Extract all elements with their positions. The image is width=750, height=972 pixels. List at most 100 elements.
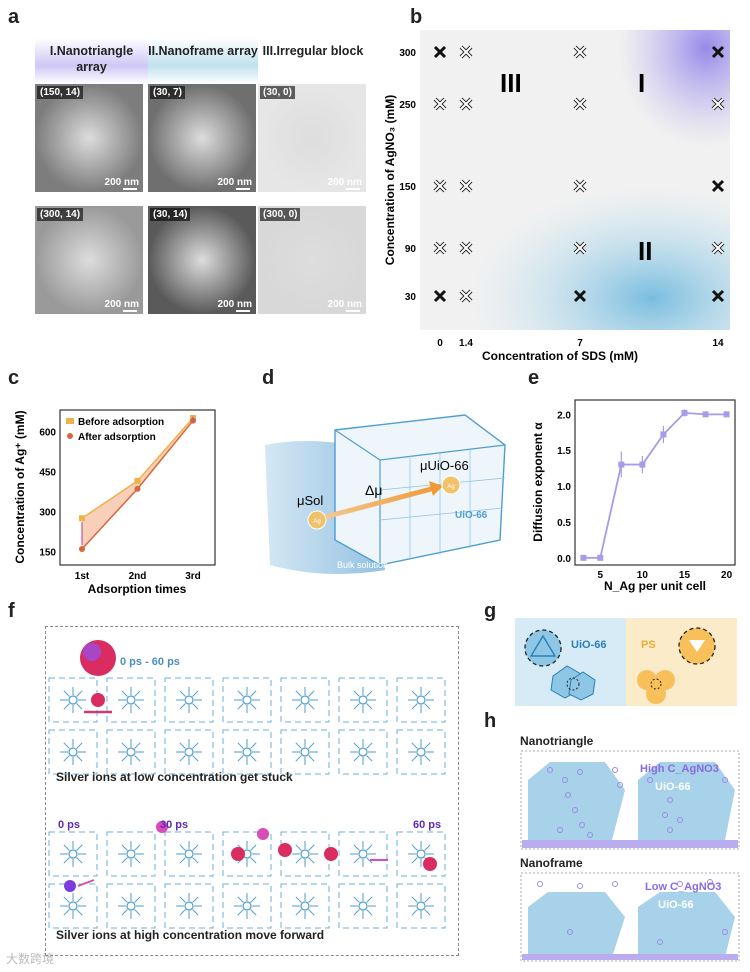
- mof-unit-cell: [338, 831, 388, 877]
- b-y-tick: 30: [405, 292, 417, 303]
- bulk-solution-label: Bulk solution: [337, 560, 388, 570]
- b-x-axis-label: Concentration of SDS (mM): [482, 349, 638, 363]
- mof-unit-cell: [396, 677, 446, 723]
- delta-mu-arrowhead: [429, 481, 443, 496]
- b-marker-open: [433, 97, 447, 111]
- uio66-label-h-top: UiO-66: [655, 781, 690, 793]
- caption-low-concentration: Silver ions at low concentration get stu…: [56, 770, 293, 784]
- phase-diagram: III I II 0 1.4 7 14 300 250 150 90 30 Concentrat…: [383, 30, 730, 363]
- panel-letter-a: a: [8, 6, 20, 28]
- e-y-tick: 1.0: [557, 482, 571, 493]
- scale-bar-label: 200 nm: [327, 177, 362, 188]
- uio66-crystal-right-top: [638, 762, 735, 840]
- e-y-tick: 0.0: [557, 554, 571, 565]
- lattice-bottom: [48, 831, 446, 929]
- b-marker-open: [433, 179, 447, 193]
- scale-bar: [346, 310, 360, 312]
- ag-ion-dot: [667, 797, 673, 803]
- sem-image-1: (150, 14) 200 nm: [35, 84, 143, 192]
- mof-unit-cell: [106, 883, 156, 929]
- mof-unit-cell: [396, 883, 446, 929]
- b-marker-open: [459, 289, 473, 303]
- ps-label: PS: [641, 639, 656, 651]
- e-y-tick: 2.0: [557, 410, 571, 421]
- uio66-triangle-icon: [529, 634, 557, 657]
- sem-image-4: (300, 14) 200 nm: [35, 206, 143, 314]
- ag-ion-dot: [722, 929, 728, 935]
- legend-before-swatch: [66, 418, 74, 424]
- column-header-1: I.Nanotriangle array: [35, 38, 148, 84]
- region-label-II: II: [638, 236, 652, 266]
- watermark: 大数跨境: [6, 952, 55, 966]
- mof-unit-cell: [48, 677, 98, 723]
- e-point: [702, 411, 709, 418]
- c-point-after: [79, 545, 85, 552]
- ag-ion-dot: [617, 782, 623, 788]
- ag-ion-dot: [657, 939, 663, 945]
- panel-letter-c: c: [8, 367, 20, 389]
- b-marker-open: [573, 241, 587, 255]
- b-marker-open: [459, 45, 473, 59]
- mu-sol-label: μSol: [297, 493, 323, 508]
- ag-ion-dot: [707, 879, 713, 885]
- ag-ion-dot: [677, 817, 683, 823]
- uio66-label-d: UiO-66: [455, 510, 488, 521]
- delta-mu-label: Δμ: [365, 482, 382, 498]
- c-x-axis-label: Adsorption times: [88, 582, 187, 596]
- sem-condition-label: (150, 14): [37, 86, 84, 99]
- ag-ion-dot: [557, 827, 563, 833]
- ag-ion-label-2: Ag: [447, 484, 454, 490]
- e-y-tick: 0.5: [557, 518, 571, 529]
- e-point: [723, 411, 730, 418]
- uio66-void-marker: [566, 677, 580, 691]
- b-y-tick: 250: [399, 100, 416, 111]
- sem-condition-label: (300, 0): [260, 208, 301, 221]
- c-y-tick: 600: [39, 427, 56, 438]
- sem-condition-label: (300, 14): [37, 208, 84, 221]
- ag-ion-dot: [587, 832, 593, 838]
- nanotriangle-title: Nanotriangle: [520, 734, 594, 748]
- b-marker-filled: [573, 289, 587, 303]
- b-marker-open: [459, 241, 473, 255]
- c-y-tick: 150: [39, 548, 56, 559]
- b-y-tick: 90: [405, 244, 417, 255]
- mof-unit-cell: [280, 677, 330, 723]
- ag-ion-30ps-e: [324, 847, 338, 861]
- e-point: [660, 431, 667, 438]
- uio66-octahedron-2: [568, 671, 596, 701]
- ag-ion-dot: [612, 767, 618, 773]
- e-point: [681, 409, 688, 416]
- diffusion-exponent-chart: 5 10 15 20 0.0 0.5 1.0 1.5 2.0 N_Ag per unit cel…: [531, 399, 736, 593]
- ag-ion-dot: [572, 807, 578, 813]
- scale-bar-label: 200 nm: [217, 177, 252, 188]
- mof-unit-cell: [106, 831, 156, 877]
- c-x-tick: 2nd: [129, 571, 147, 582]
- scale-bar-label: 200 nm: [327, 299, 362, 310]
- mof-unit-cell: [338, 677, 388, 723]
- md-simulation-frame: [45, 626, 459, 956]
- ag-ion-dot: [662, 812, 668, 818]
- ag-ion-solution: [307, 510, 327, 530]
- panel-letter-g: g: [484, 600, 497, 622]
- ag-ion-dot: [612, 881, 618, 887]
- ag-ion-0ps: [64, 880, 76, 892]
- panel-letter-e: e: [528, 367, 540, 389]
- panel-letter-b: b: [410, 6, 423, 28]
- mof-unit-cell: [48, 831, 98, 877]
- mof-unit-cell: [164, 729, 214, 775]
- low-concentration-label: Low C_AgNO3: [645, 881, 721, 893]
- mof-unit-cell: [396, 831, 446, 877]
- c-point-before: [134, 477, 141, 484]
- panel-letter-h: h: [484, 710, 497, 732]
- c-point-after: [134, 485, 141, 492]
- ag-ion-dot: [722, 777, 728, 783]
- scale-bar: [236, 310, 250, 312]
- ag-ion-dot: [677, 881, 683, 887]
- nanoframe-growth: Low C_AgNO3 UiO-66: [520, 872, 740, 962]
- sem-condition-label: (30, 14): [150, 208, 191, 221]
- sem-image-3: (30, 0) 200 nm: [258, 84, 366, 192]
- region-II-bg: [470, 170, 730, 330]
- ag-ion-60ps: [423, 857, 437, 871]
- ag-ion-label-1: Ag: [313, 519, 320, 525]
